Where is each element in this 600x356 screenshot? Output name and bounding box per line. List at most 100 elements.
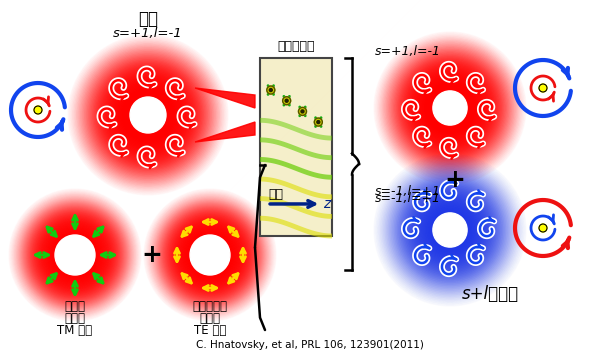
Circle shape [64,244,86,266]
Text: 光渦: 光渦 [138,10,158,28]
Circle shape [58,237,92,273]
Bar [260,58,332,236]
Circle shape [427,85,473,131]
Circle shape [436,94,464,122]
Circle shape [52,232,98,278]
Circle shape [28,208,122,302]
Text: C. Hnatovsky, et al, PRL 106, 123901(2011): C. Hnatovsky, et al, PRL 106, 123901(201… [196,340,424,350]
Circle shape [429,209,471,251]
Circle shape [122,90,173,140]
Circle shape [21,201,129,309]
Circle shape [59,239,91,272]
Circle shape [39,219,112,291]
Circle shape [96,63,200,167]
Circle shape [433,213,467,247]
Circle shape [439,96,461,119]
Circle shape [424,82,476,135]
Circle shape [164,209,256,301]
Circle shape [394,174,506,286]
Circle shape [400,57,500,159]
Circle shape [82,48,215,182]
Circle shape [395,53,505,162]
Circle shape [391,48,509,168]
Circle shape [194,240,226,271]
Circle shape [410,190,490,269]
Circle shape [120,87,176,143]
Circle shape [389,169,511,291]
Circle shape [397,55,503,161]
Circle shape [34,106,42,114]
Circle shape [392,172,508,288]
Circle shape [84,51,212,179]
Circle shape [285,99,288,102]
Circle shape [428,87,472,130]
Circle shape [403,183,497,277]
Circle shape [22,202,128,308]
Circle shape [422,203,478,257]
Circle shape [41,221,109,289]
Circle shape [314,118,322,126]
Circle shape [431,89,469,127]
Circle shape [128,95,168,135]
Circle shape [51,231,99,279]
Circle shape [107,74,190,156]
Circle shape [397,177,503,283]
Circle shape [419,78,481,138]
Circle shape [182,227,238,283]
Circle shape [85,52,211,178]
Circle shape [160,204,260,305]
Circle shape [175,220,245,290]
Text: TE 偏光: TE 偏光 [194,324,226,337]
Circle shape [191,236,229,274]
Circle shape [130,97,166,133]
Circle shape [539,224,547,232]
Text: z: z [323,197,331,211]
Polygon shape [195,88,255,108]
Circle shape [97,64,199,166]
Circle shape [388,46,512,170]
Circle shape [398,56,502,160]
Circle shape [100,67,196,163]
Circle shape [179,224,241,286]
Circle shape [392,50,508,166]
Circle shape [163,208,257,302]
Text: s=+1,l=-1: s=+1,l=-1 [375,45,441,58]
Circle shape [169,214,251,296]
Circle shape [436,216,464,244]
Circle shape [391,171,509,289]
Polygon shape [195,122,255,142]
Circle shape [197,242,223,268]
Circle shape [267,86,275,94]
Text: 光軸: 光軸 [269,188,284,201]
Circle shape [415,73,485,143]
Circle shape [394,52,506,164]
Circle shape [425,206,475,254]
Circle shape [108,75,188,155]
Circle shape [124,91,172,139]
Circle shape [417,75,483,141]
Circle shape [269,89,272,91]
Circle shape [395,175,505,285]
Text: TM 偏光: TM 偏光 [58,324,92,337]
Circle shape [115,82,181,148]
Circle shape [406,186,494,274]
Circle shape [413,71,487,145]
Circle shape [189,234,231,276]
Circle shape [199,244,221,266]
Circle shape [539,84,547,92]
Circle shape [422,80,478,136]
Circle shape [419,200,481,260]
Circle shape [158,203,262,307]
Circle shape [25,205,125,304]
Circle shape [403,61,497,155]
Circle shape [53,233,97,277]
Text: s=+1,l=-1: s=+1,l=-1 [113,27,183,40]
Circle shape [165,210,255,300]
Circle shape [167,212,253,298]
Circle shape [43,223,107,287]
Circle shape [430,210,470,250]
Circle shape [42,222,108,288]
Circle shape [421,79,479,137]
Circle shape [59,240,91,271]
Text: モード: モード [199,312,221,325]
